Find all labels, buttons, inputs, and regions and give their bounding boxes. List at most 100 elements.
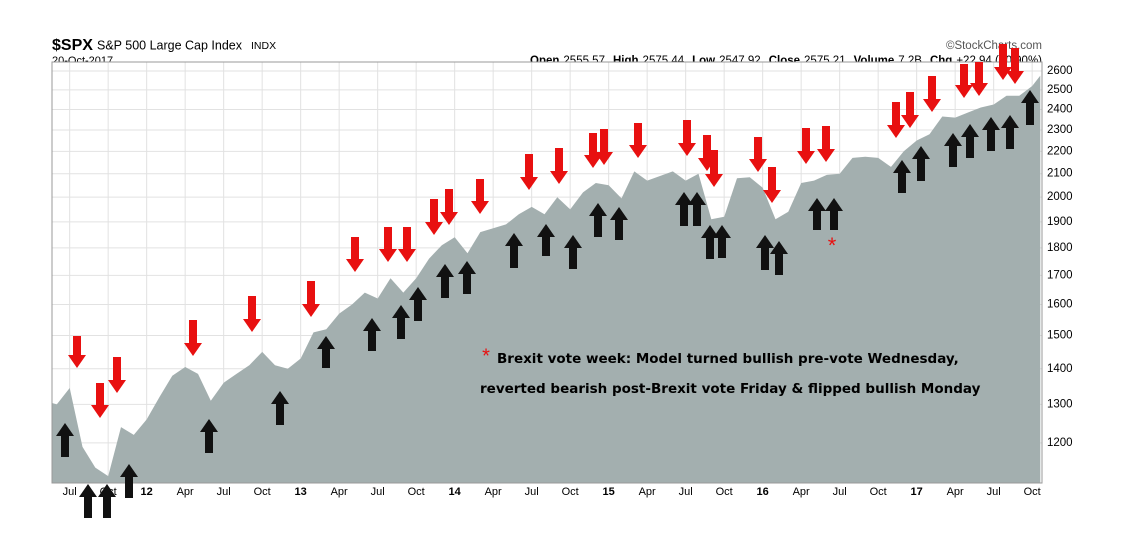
signal-arrow bbox=[713, 225, 731, 258]
x-tick-label: Oct bbox=[408, 486, 425, 498]
signal-arrow bbox=[91, 383, 109, 418]
y-tick-label: 1800 bbox=[1047, 242, 1073, 254]
x-tick-label: Oct bbox=[562, 486, 579, 498]
signal-arrow bbox=[409, 287, 427, 321]
x-tick-label: Jul bbox=[63, 486, 77, 498]
signal-arrow bbox=[120, 464, 138, 498]
x-tick-label: Oct bbox=[254, 486, 271, 498]
signal-arrow bbox=[98, 484, 116, 518]
y-tick-label: 2200 bbox=[1047, 145, 1073, 157]
signal-arrow bbox=[589, 203, 607, 237]
y-tick-label: 1400 bbox=[1047, 363, 1073, 375]
exchange: INDX bbox=[251, 40, 276, 52]
x-tick-label: 12 bbox=[141, 486, 153, 498]
signal-arrow bbox=[763, 167, 781, 203]
signal-arrow bbox=[770, 241, 788, 275]
y-tick-label: 1300 bbox=[1047, 398, 1073, 410]
y-tick-label: 2500 bbox=[1047, 84, 1073, 96]
x-tick-label: 15 bbox=[603, 486, 615, 498]
x-tick-label: Apr bbox=[331, 486, 348, 498]
signal-arrow bbox=[243, 296, 261, 332]
x-tick-label: Jul bbox=[525, 486, 539, 498]
signal-arrow bbox=[458, 261, 476, 294]
y-tick-label: 2600 bbox=[1047, 65, 1073, 77]
y-tick-label: 1700 bbox=[1047, 269, 1073, 281]
x-tick-label: Jul bbox=[833, 486, 847, 498]
x-tick-label: Apr bbox=[485, 486, 502, 498]
signal-arrow bbox=[595, 129, 613, 165]
x-tick-label: Oct bbox=[716, 486, 733, 498]
x-tick-label: Apr bbox=[793, 486, 810, 498]
signal-arrow bbox=[1006, 48, 1024, 84]
y-tick-label: 2300 bbox=[1047, 124, 1073, 136]
y-tick-label: 1900 bbox=[1047, 216, 1073, 228]
signal-arrow bbox=[808, 198, 826, 230]
x-tick-label: Jul bbox=[217, 486, 231, 498]
signal-arrow bbox=[436, 264, 454, 298]
signal-arrow bbox=[471, 179, 489, 214]
x-tick-label: 14 bbox=[449, 486, 462, 498]
signal-arrow bbox=[797, 128, 815, 164]
signal-arrow bbox=[537, 224, 555, 256]
marker: * bbox=[828, 233, 837, 258]
signal-arrow bbox=[505, 233, 523, 268]
signal-arrow bbox=[610, 207, 628, 240]
x-tick-label: Apr bbox=[639, 486, 656, 498]
y-tick-label: 2100 bbox=[1047, 168, 1073, 180]
x-tick-label: Jul bbox=[987, 486, 1001, 498]
signal-arrow bbox=[564, 235, 582, 269]
y-tick-label: 2000 bbox=[1047, 191, 1073, 203]
signal-arrow bbox=[1001, 115, 1019, 149]
signal-arrow bbox=[79, 484, 97, 518]
signal-arrow bbox=[425, 199, 443, 235]
annotation-symbol: * bbox=[482, 345, 490, 367]
signal-arrow bbox=[317, 336, 335, 368]
x-tick-label: Apr bbox=[177, 486, 194, 498]
signal-arrow bbox=[302, 281, 320, 317]
x-tick-label: 13 bbox=[295, 486, 307, 498]
signal-arrow bbox=[887, 102, 905, 138]
signal-arrow bbox=[705, 150, 723, 187]
annotation-line: reverted bearish post-Brexit vote Friday… bbox=[480, 381, 981, 397]
plot-border bbox=[51, 61, 1043, 484]
y-tick-label: 1200 bbox=[1047, 437, 1073, 449]
signal-arrow bbox=[944, 133, 962, 167]
y-tick-label: 1600 bbox=[1047, 299, 1073, 311]
x-tick-label: Oct bbox=[870, 486, 887, 498]
signal-arrow bbox=[675, 192, 693, 226]
signal-arrow bbox=[398, 227, 416, 262]
signal-arrow bbox=[379, 227, 397, 262]
signal-arrow bbox=[901, 92, 919, 128]
chart-subtitle: S&P 500 Large Cap Index bbox=[97, 38, 243, 52]
signal-arrow bbox=[688, 192, 706, 226]
signal-arrow bbox=[912, 146, 930, 181]
signal-arrow bbox=[1021, 90, 1039, 125]
x-tick-label: 17 bbox=[911, 486, 923, 498]
signal-arrow bbox=[678, 120, 696, 156]
y-tick-label: 1500 bbox=[1047, 330, 1073, 342]
signal-arrow bbox=[825, 198, 843, 230]
signal-arrow bbox=[184, 320, 202, 356]
annotation-line: Brexit vote week: Model turned bullish p… bbox=[497, 351, 959, 367]
signal-arrow bbox=[749, 137, 767, 172]
y-tick-label: 2400 bbox=[1047, 104, 1073, 116]
x-tick-label: Apr bbox=[947, 486, 964, 498]
x-tick-label: 16 bbox=[757, 486, 769, 498]
signal-arrow bbox=[982, 117, 1000, 151]
signal-arrow bbox=[701, 225, 719, 259]
source: ©StockCharts.com bbox=[946, 40, 1042, 52]
signal-arrow bbox=[271, 391, 289, 425]
signal-arrow bbox=[923, 76, 941, 112]
signal-arrow bbox=[584, 133, 602, 168]
signal-arrow bbox=[893, 160, 911, 193]
signal-arrow bbox=[550, 148, 568, 184]
signal-arrow bbox=[756, 235, 774, 270]
signal-arrow bbox=[392, 305, 410, 339]
signal-arrow bbox=[817, 126, 835, 162]
chart-title: $SPX bbox=[52, 37, 93, 54]
x-tick-label: Jul bbox=[679, 486, 693, 498]
signal-arrow bbox=[346, 237, 364, 272]
x-tick-label: Jul bbox=[371, 486, 385, 498]
signal-arrow bbox=[200, 419, 218, 453]
signal-arrow bbox=[629, 123, 647, 158]
